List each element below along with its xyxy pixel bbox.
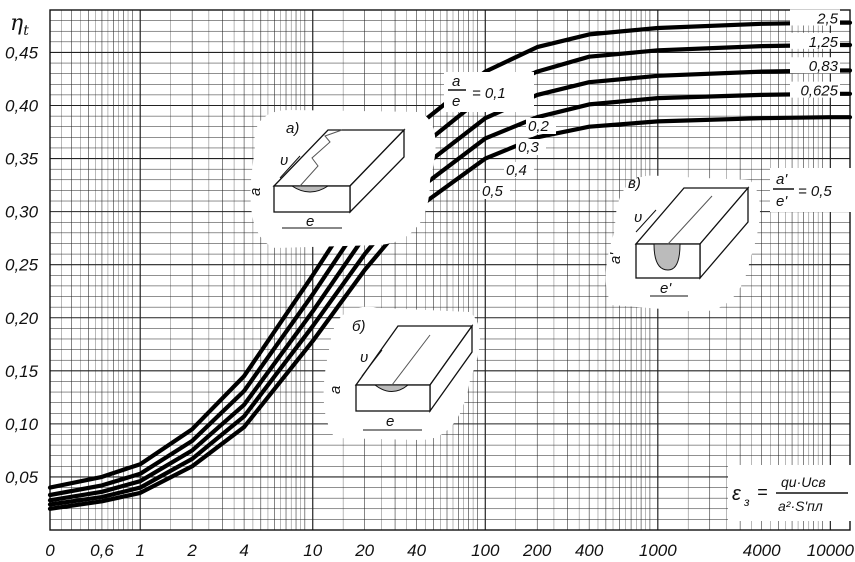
y-tick-label: 0,20	[5, 309, 39, 328]
left-label-bg	[480, 183, 510, 199]
inset-a: а) υ a e	[247, 110, 436, 248]
y-tick-label: 0,45	[5, 43, 39, 62]
svg-text:qи·Uсв: qи·Uсв	[781, 474, 826, 490]
svg-text:б): б)	[352, 318, 365, 335]
left-label: 0,5	[482, 183, 504, 200]
right-label-bg	[790, 81, 840, 98]
inset-c: в) υ a' e'	[605, 175, 760, 312]
y-tick-label: 0,30	[5, 203, 39, 222]
inset-b: б) υ a e	[323, 306, 480, 440]
y-axis-label: ηt	[10, 11, 29, 39]
svg-text:υ: υ	[280, 152, 288, 169]
svg-text:a': a'	[776, 171, 788, 188]
x-tick-labels: 0 0,6 1 2 4 10 20 40 100 200 400 1000 4000 10000	[45, 541, 854, 560]
plot-frame	[49, 9, 851, 531]
svg-text:ε: ε	[732, 483, 742, 505]
right-label-bg	[790, 57, 840, 74]
svg-text:a: a	[452, 73, 460, 90]
svg-text:e: e	[452, 93, 460, 110]
x-tick-label: 4000	[743, 541, 781, 560]
left-label-bg	[526, 118, 556, 134]
left-label: 0,3	[518, 139, 540, 156]
svg-text:a': a'	[607, 252, 624, 264]
x-tick-label: 2	[186, 541, 197, 560]
x-tick-label: 200	[522, 541, 552, 560]
svg-text:=: =	[757, 482, 768, 502]
svg-text:a: a	[247, 188, 264, 196]
x-tick-label: 0,6	[90, 541, 114, 560]
y-tick-label: 0,40	[5, 97, 39, 116]
left-label-bg	[516, 139, 546, 155]
svg-text:υ: υ	[360, 349, 368, 366]
svg-text:e: e	[306, 213, 314, 230]
ratio-a-prime-e-prime-label: a' e' = 0,5	[770, 168, 852, 212]
left-label-bg	[504, 162, 534, 178]
left-label: 0,4	[506, 162, 527, 179]
svg-text:e': e'	[660, 280, 672, 297]
y-tick-labels: 0,05 0,10 0,15 0,20 0,25 0,30 0,35 0,40 0,45	[5, 43, 39, 486]
formula: ε з = qи·Uсв a²·S'пл	[728, 465, 852, 521]
svg-text:υ: υ	[634, 209, 642, 226]
ratio-a-e-label: a e = 0,1	[444, 72, 534, 112]
x-tick-label: 400	[575, 541, 604, 560]
right-label: 0,625	[800, 83, 838, 100]
svg-text:= 0,5: = 0,5	[798, 183, 832, 200]
y-tick-label: 0,15	[5, 362, 39, 381]
svg-text:a²·S'пл: a²·S'пл	[778, 498, 823, 514]
svg-text:= 0,1: = 0,1	[472, 85, 506, 102]
svg-text:e': e'	[776, 193, 788, 210]
right-label: 0,83	[809, 58, 839, 75]
right-label-bg	[790, 9, 840, 26]
x-tick-label: 100	[471, 541, 500, 560]
right-label: 2,5	[816, 10, 839, 27]
x-tick-label: 10000	[807, 541, 855, 560]
right-label: 1,25	[809, 34, 839, 51]
right-label-bg	[790, 32, 840, 49]
series-right-labels: 2,5 1,25 0,83 0,625	[790, 9, 840, 100]
svg-text:в): в)	[628, 175, 641, 192]
series-left-labels: 0,2 0,3 0,40,5	[480, 118, 556, 200]
x-tick-label: 40	[407, 541, 426, 560]
x-tick-label: 20	[354, 541, 374, 560]
svg-text:з: з	[743, 495, 750, 509]
y-tick-label: 0,05	[5, 468, 39, 487]
y-tick-label: 0,35	[5, 150, 39, 169]
x-tick-label: 10	[303, 541, 322, 560]
left-label: 0,2	[528, 118, 550, 135]
x-tick-label: 1000	[639, 541, 677, 560]
x-tick-label: 4	[239, 541, 248, 560]
y-tick-label: 0,10	[5, 415, 39, 434]
x-tick-label: 0	[45, 541, 55, 560]
x-tick-label: 1	[135, 541, 144, 560]
svg-text:a: a	[327, 386, 344, 394]
svg-text:e: e	[386, 413, 394, 430]
y-tick-label: 0,25	[5, 256, 39, 275]
svg-text:а): а)	[286, 120, 299, 137]
